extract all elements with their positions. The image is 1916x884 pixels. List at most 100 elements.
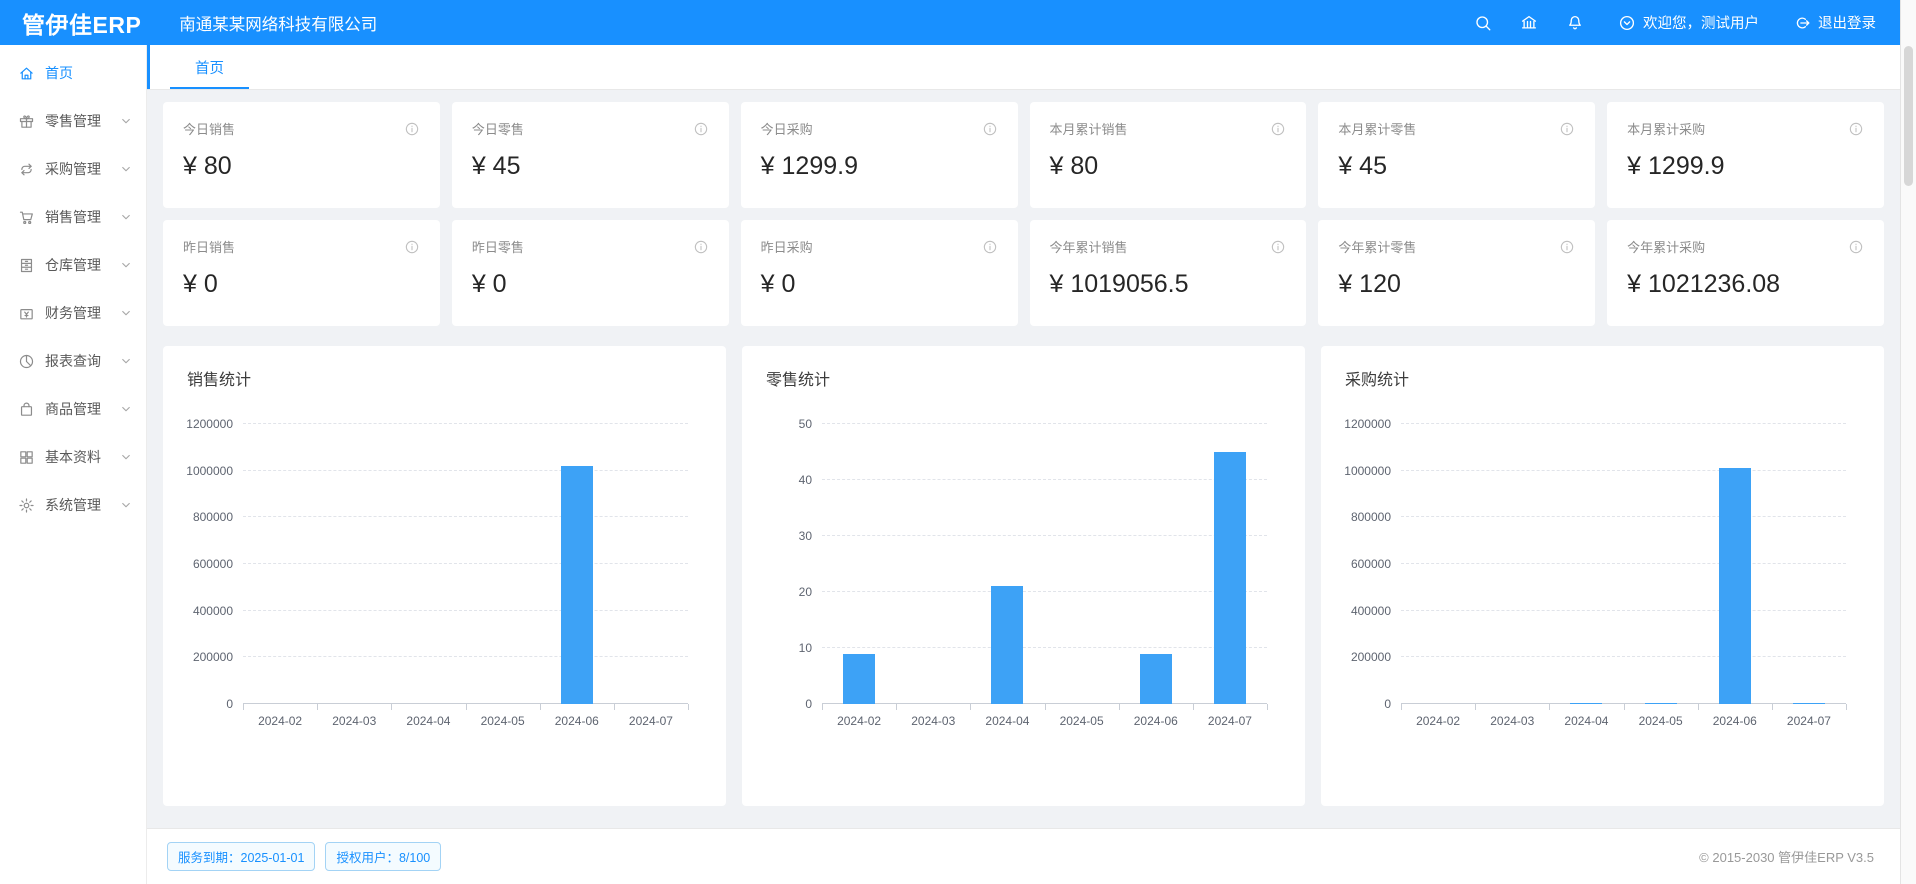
stat-card: 今年累计采购 ¥ 1021236.08 [1607, 220, 1884, 326]
info-icon[interactable] [1559, 121, 1575, 137]
stat-card-value: ¥ 0 [183, 270, 218, 298]
pie-chart-icon [18, 353, 35, 370]
x-tick-label: 2024-07 [628, 714, 673, 728]
stat-card-label: 昨日采购 [760, 240, 813, 255]
stat-card: 今年累计零售 ¥ 120 [1318, 220, 1596, 326]
chart-category-slot: 2024-02 [1401, 424, 1477, 728]
company-name: 南通某某网络科技有限公司 [179, 15, 378, 34]
sidebar-item-sales[interactable]: 销售管理 [0, 193, 146, 241]
stat-card: 今日零售 ¥ 45 [451, 102, 729, 208]
stat-card-label: 今年累计零售 [1338, 240, 1417, 255]
stat-card-label: 本月累计采购 [1627, 122, 1706, 137]
search-icon[interactable] [1474, 14, 1492, 32]
sidebar-item-label: 采购管理 [45, 161, 101, 177]
sidebar-item-label: 零售管理 [45, 113, 101, 129]
sidebar-item-purchase[interactable]: 采购管理 [0, 145, 146, 193]
sidebar-item-retail[interactable]: 零售管理 [0, 97, 146, 145]
info-icon[interactable] [693, 121, 709, 137]
y-tick-label: 200000 [1350, 650, 1391, 665]
bar-2024-06 [1139, 653, 1172, 704]
y-tick-label: 10 [798, 641, 812, 655]
info-icon[interactable] [1270, 121, 1286, 137]
bell-icon[interactable] [1566, 14, 1584, 32]
tab-home-label: 首页 [195, 60, 224, 77]
y-tick-label: 30 [798, 529, 812, 543]
gridline: 1000000 [186, 464, 688, 478]
chart-category-slot: 2024-05 [1045, 424, 1120, 728]
charts-section: 销售统计 0 200000 400000 600000 800000 1000000 1200… [163, 346, 1884, 806]
info-icon[interactable] [693, 239, 709, 255]
logout-text: 退出登录 [1818, 16, 1876, 32]
x-tick-label: 2024-03 [911, 714, 956, 728]
chart-category-slot: 2024-07 [1772, 424, 1848, 728]
sidebar-item-basedata[interactable]: 基本资料 [0, 433, 146, 481]
stat-card-value: ¥ 1021236.08 [1627, 270, 1781, 298]
sidebar-item-home[interactable]: 首页 [0, 49, 146, 97]
cabinet-icon [18, 257, 35, 274]
stat-card-value: ¥ 45 [1338, 152, 1387, 180]
gridline: 400000 [1351, 604, 1846, 618]
chevron-down-icon [120, 451, 132, 463]
chart-category-slot: 2024-04 [1549, 424, 1625, 728]
gridline: 400000 [193, 604, 688, 618]
chart-category-slot: 2024-04 [391, 424, 467, 728]
top-header: 管伊佳ERP 南通某某网络科技有限公司 欢迎您，测试用户 退出登录 [0, 0, 1900, 45]
chart-title: 采购统计 [1345, 372, 1410, 389]
x-tick-label: 2024-03 [1490, 714, 1535, 728]
info-icon[interactable] [404, 121, 420, 137]
x-tick-label: 2024-02 [258, 714, 303, 728]
chevron-down-icon [120, 115, 132, 127]
chevron-down-icon [120, 163, 132, 175]
sidebar-item-warehouse[interactable]: 仓库管理 [0, 241, 146, 289]
info-icon[interactable] [1848, 121, 1864, 137]
info-icon[interactable] [1848, 239, 1864, 255]
chart-category-slot: 2024-02 [243, 424, 319, 728]
gridline: 200000 [1351, 650, 1846, 664]
sidebar-item-label: 系统管理 [45, 497, 101, 513]
stat-card-value: ¥ 1299.9 [1627, 152, 1725, 180]
x-tick-label: 2024-05 [1059, 714, 1104, 728]
user-menu[interactable]: 欢迎您，测试用户 [1618, 12, 1759, 33]
info-icon[interactable] [982, 121, 998, 137]
y-tick-label: 800000 [192, 510, 233, 525]
app-logo[interactable]: 管伊佳ERP [22, 11, 142, 38]
info-icon[interactable] [404, 239, 420, 255]
bank-icon[interactable] [1520, 14, 1538, 32]
scrollbar-thumb[interactable] [1904, 46, 1913, 186]
gridline: 1000000 [1344, 464, 1846, 478]
stat-card: 昨日销售 ¥ 0 [163, 220, 440, 326]
chart-panel-3: 采购统计 0 200000 400000 600000 800000 1000000 1200… [1321, 346, 1884, 806]
info-icon[interactable] [1270, 239, 1286, 255]
bar-2024-04 [991, 586, 1024, 704]
chart-category-slot: 2024-06 [1698, 424, 1774, 728]
bar-2024-05 [1644, 703, 1677, 704]
sidebar-item-goods[interactable]: 商品管理 [0, 385, 146, 433]
stat-card-label: 今年累计采购 [1627, 240, 1706, 255]
stat-card: 本月累计采购 ¥ 1299.9 [1607, 102, 1884, 208]
chart-category-slot: 2024-04 [970, 424, 1046, 728]
info-icon[interactable] [1559, 239, 1575, 255]
tab-home[interactable]: 首页 [170, 45, 249, 89]
stat-card: 本月累计销售 ¥ 80 [1029, 102, 1307, 208]
chart-category-slot: 2024-03 [896, 424, 972, 728]
logout-button[interactable]: 退出登录 [1793, 12, 1876, 33]
x-tick-label: 2024-07 [1207, 714, 1252, 728]
sidebar-item-label: 财务管理 [45, 305, 101, 321]
grid-icon [18, 449, 35, 466]
stat-card-value: ¥ 80 [1049, 152, 1099, 180]
chevron-down-icon [120, 355, 132, 367]
gridline: 20 [799, 585, 1267, 599]
sidebar-item-label: 仓库管理 [45, 257, 101, 273]
sidebar-item-system[interactable]: 系统管理 [0, 481, 146, 529]
stat-cards-row-1: 今日销售 ¥ 80 今日零售 ¥ 45 今日采购 ¥ 1299.9 本月累计销售 ¥ 80 本月… [163, 102, 1884, 208]
scrollbar-track[interactable] [1900, 0, 1916, 884]
stat-card-label: 昨日零售 [471, 240, 524, 255]
sidebar-item-reports[interactable]: 报表查询 [0, 337, 146, 385]
gridline: 50 [799, 417, 1267, 431]
y-tick-label: 200000 [192, 650, 233, 665]
content-area: 首页 今日销售 ¥ 80 今日零售 ¥ 45 今日采购 ¥ 1299.9 本月累计销售 ¥ 8… [147, 45, 1900, 884]
y-tick-label: 1200000 [1344, 417, 1391, 431]
info-icon[interactable] [982, 239, 998, 255]
gridline: 200000 [193, 650, 688, 664]
sidebar-item-finance[interactable]: 财务管理 [0, 289, 146, 337]
